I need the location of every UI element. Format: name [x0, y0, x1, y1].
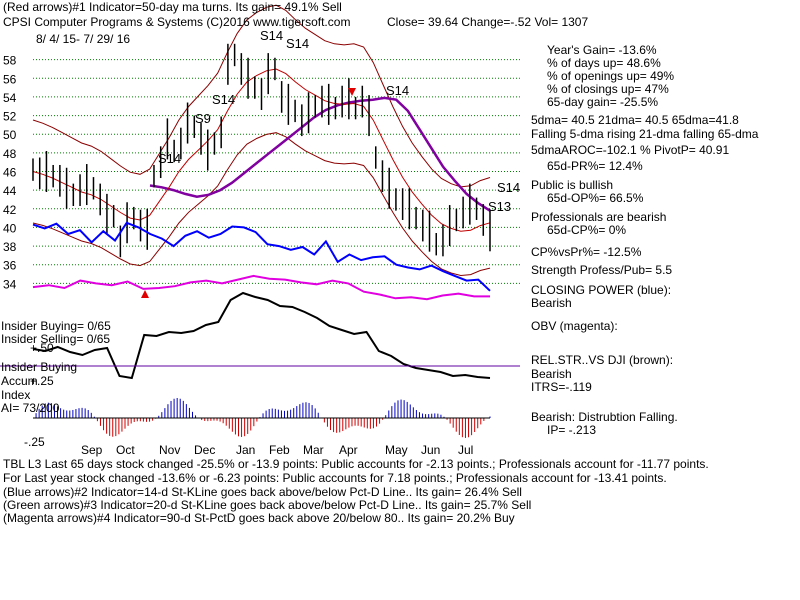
price-tick-label: 36 — [3, 259, 17, 273]
price-tick-label: 46 — [3, 166, 17, 180]
month-label: Jun — [421, 443, 440, 457]
footer-line-4: (Green arrows)#3 Indicator=20-d St-KLine… — [3, 498, 532, 512]
ma-direction: Falling 5-dma rising 21-dma falling 65-d… — [531, 127, 759, 141]
ma65-line — [149, 96, 491, 212]
price-tick-label: 50 — [3, 128, 17, 142]
accum-label: Accum — [1, 374, 38, 388]
month-label: Mar — [303, 443, 324, 457]
aroc-pivot: 5dmaAROC=-102.1 % PivotP= 40.91 — [531, 143, 730, 157]
ma21-line — [32, 68, 491, 232]
relstr-label: REL.STR..VS DJI (brown): — [531, 353, 674, 367]
year-gain: Year's Gain= -13.6% — [547, 43, 657, 57]
obv-line-group — [32, 274, 490, 301]
month-label: Nov — [159, 443, 180, 457]
pr-percent: 65d-PR%= 12.4% — [547, 159, 643, 173]
closing-power-label: CLOSING POWER (blue): — [531, 283, 672, 297]
price-tick-label: 58 — [3, 54, 17, 68]
openings-up: % of openings up= 49% — [547, 69, 675, 83]
strength-ratio: Strength Profess/Pub= 5.5 — [531, 263, 673, 277]
signal-label: S14 — [286, 36, 309, 51]
closing-power-line-group — [32, 221, 491, 292]
month-label: Feb — [269, 443, 290, 457]
ma65-line-group — [149, 96, 491, 212]
cp-percent: 65d-CP%= 0% — [547, 223, 627, 237]
op-percent: 65d-OP%= 66.5% — [547, 191, 644, 205]
cp-vs-pr: CP%vsPr%= -12.5% — [531, 245, 642, 259]
price-tick-label: 38 — [3, 240, 17, 254]
days-up: % of days up= 48.6% — [547, 56, 661, 70]
insider-selling: Insider Selling= 0/65 — [1, 332, 111, 346]
relative-strength-group — [0, 291, 520, 380]
red-arrow — [348, 88, 356, 96]
accumulation-index-group — [33, 398, 491, 438]
date-range: 8/ 4/ 15- 7/ 29/ 16 — [36, 32, 131, 46]
index-label: Index — [1, 388, 31, 402]
footer-line-2: For Last year stock changed -13.6% or -6… — [3, 471, 667, 485]
price-tick-label: 56 — [3, 72, 17, 86]
price-axis-ticks: 34 36 38 40 42 44 46 48 50 52 54 56 58 — [3, 54, 17, 292]
relstr-status: Bearish — [531, 367, 572, 381]
company-title: CPSI Computer Programs & Systems (C)2016… — [3, 15, 351, 29]
indicator-1-label: (Red arrows)#1 Indicator=50-day ma turns… — [3, 0, 342, 14]
price-tick-label: 54 — [3, 91, 17, 105]
month-label: Sep — [81, 443, 103, 457]
red-arrow — [141, 290, 149, 298]
bollinger-bands — [32, 4, 491, 277]
signal-label: S13 — [488, 199, 511, 214]
ai-value: AI= 73/200 — [1, 401, 60, 415]
ip-value: IP= -.213 — [547, 423, 597, 437]
insider-buying-2: Insider Buying — [1, 360, 78, 374]
footer-line-1: TBL L3 Last 65 days stock changed -25.5%… — [3, 457, 709, 471]
upper-band-line — [32, 4, 491, 188]
lower-band-line — [32, 132, 491, 277]
month-label: Oct — [116, 443, 135, 457]
month-label: May — [385, 443, 408, 457]
obv-label: OBV (magenta): — [531, 319, 618, 333]
accum-tick-plus25: +.25 — [30, 374, 54, 388]
accum-tick-minus25: -.25 — [24, 435, 45, 449]
signal-label: S14 — [212, 92, 235, 107]
signal-label: S9 — [195, 111, 211, 126]
month-label: Jul — [458, 443, 473, 457]
footer-line-5: (Magenta arrows)#4 Indicator=90-d St-Pct… — [3, 511, 515, 525]
relative-strength-line — [32, 291, 491, 380]
price-tick-label: 40 — [3, 221, 17, 235]
signal-label: S14 — [260, 28, 283, 43]
ma-values: 5dma= 40.5 21dma= 40.5 65dma=41.8 — [531, 113, 739, 127]
price-tick-label: 52 — [3, 110, 17, 124]
signal-label: S14 — [158, 151, 181, 166]
public-status: Public is bullish — [531, 178, 614, 192]
month-axis-labels: Sep Oct Nov Dec Jan Feb Mar Apr May Jun Jul — [81, 443, 473, 457]
price-grid — [33, 59, 520, 284]
accum-tick-plus50: +.50 — [30, 341, 54, 355]
price-series — [32, 43, 491, 258]
price-tick-label: 48 — [3, 147, 17, 161]
closing-power-line — [32, 221, 491, 292]
accum-bearish: Bearish: Distrubtion Falling. — [531, 410, 678, 424]
month-label: Apr — [339, 443, 358, 457]
footer-line-3: (Blue arrows)#2 Indicator=14-d St-KLine … — [3, 485, 522, 499]
insider-buying: Insider Buying= 0/65 — [1, 319, 111, 333]
ma21-line-group — [32, 68, 491, 232]
price-tick-label: 44 — [3, 184, 17, 198]
price-tick-label: 34 — [3, 277, 17, 291]
price-tick-label: 42 — [3, 203, 17, 217]
pro-status: Professionals are bearish — [531, 210, 667, 224]
month-label: Dec — [194, 443, 215, 457]
signal-label: S14 — [497, 180, 520, 195]
obv-line — [32, 274, 490, 301]
quote-summary: Close= 39.64 Change=-.52 Vol= 1307 — [387, 15, 589, 29]
gain-65d: 65-day gain= -25.5% — [547, 95, 659, 109]
closing-power-status: Bearish — [531, 296, 572, 310]
itrs-value: ITRS=-.119 — [531, 380, 592, 394]
closings-up: % of closings up= 47% — [547, 82, 669, 96]
signal-label: S14 — [386, 83, 409, 98]
month-label: Jan — [236, 443, 255, 457]
